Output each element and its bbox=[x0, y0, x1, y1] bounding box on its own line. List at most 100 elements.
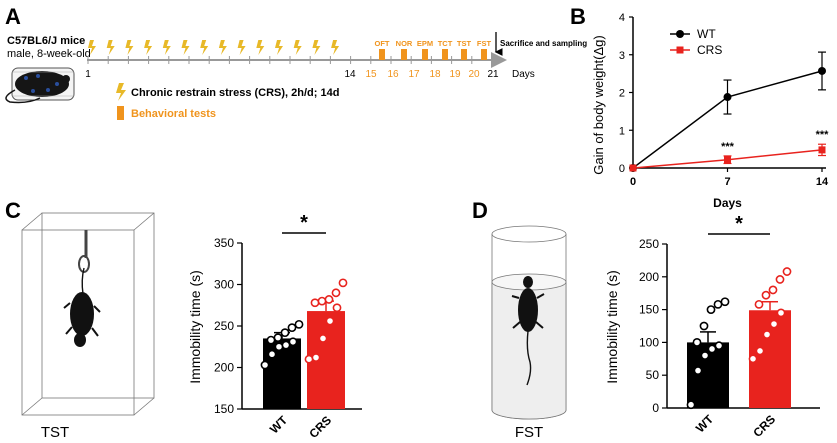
chart-d-point bbox=[714, 341, 724, 351]
day-label: 17 bbox=[408, 69, 420, 80]
chart-b-legend-crs-marker bbox=[676, 46, 684, 54]
day-label: 1 bbox=[85, 69, 91, 80]
panel-a: A C57BL6/J mice male, 8-week-old 1 14 15… bbox=[5, 4, 587, 120]
crs-bolt-icon bbox=[162, 40, 171, 55]
chart-b-xtick-label: 14 bbox=[816, 176, 829, 188]
chart-c-point bbox=[288, 337, 298, 347]
chart-d-ytick-label: 150 bbox=[639, 303, 659, 317]
chart-c-point bbox=[331, 288, 341, 298]
crs-bolt-icon bbox=[293, 40, 302, 55]
chart-d-ytick-label: 200 bbox=[639, 270, 659, 284]
day-label: 21 bbox=[487, 69, 499, 80]
chart-c-point bbox=[317, 296, 327, 306]
crs-bolt-icon bbox=[200, 40, 209, 55]
hanging-mouse-icon bbox=[63, 230, 101, 347]
panel-b: B Gain of body weight(Δg) 0 1 2 3 4 0 7 14 Days *… bbox=[570, 4, 829, 210]
crs-bolts bbox=[88, 40, 340, 55]
day-label: 16 bbox=[387, 69, 399, 80]
chart-b-significance: *** bbox=[721, 141, 735, 153]
panel-a-label: A bbox=[5, 4, 21, 29]
chart-c-ytick-label: 250 bbox=[214, 319, 234, 333]
chart-b: 0 1 2 3 4 0 7 14 Days *** *** WT CRS bbox=[619, 12, 829, 210]
panel-d: D FST Immobility time (s) 0 50 100 150 200 25… bbox=[472, 198, 820, 441]
legend-tests-label: Behavioral tests bbox=[131, 108, 216, 120]
tst-label: TST bbox=[41, 424, 69, 441]
chart-c-bar-wt bbox=[263, 338, 301, 409]
chart-c-ytick-label: 150 bbox=[214, 402, 234, 416]
chart-c-ytick-label: 300 bbox=[214, 278, 234, 292]
test-marker bbox=[401, 49, 407, 60]
chart-d-point bbox=[762, 330, 772, 339]
chart-b-ylabel: Gain of body weight(Δg) bbox=[591, 35, 606, 174]
test-label: OFT bbox=[375, 39, 390, 48]
chart-c-significance: * bbox=[300, 212, 308, 234]
chart-d-point bbox=[707, 344, 717, 354]
chart-d-bar-wt bbox=[687, 342, 729, 408]
chart-d-point bbox=[761, 290, 771, 300]
chart-b-point-crs bbox=[629, 164, 637, 172]
chart-c-point bbox=[273, 333, 283, 343]
chart-b-point-crs bbox=[818, 146, 826, 154]
chart-b-ytick-label: 2 bbox=[619, 88, 625, 100]
crs-bolt-icon bbox=[275, 40, 283, 55]
crs-bolt-icon bbox=[312, 40, 321, 55]
chart-d-point bbox=[755, 346, 765, 356]
chart-c-point bbox=[318, 334, 328, 343]
chart-d-ylabel: Immobility time (s) bbox=[604, 270, 620, 384]
chart-c-point bbox=[338, 278, 348, 288]
panel-b-label: B bbox=[570, 4, 586, 29]
day-label: 15 bbox=[365, 69, 377, 80]
day-label: 20 bbox=[468, 69, 480, 80]
timeline-ticks bbox=[87, 56, 493, 64]
tst-apparatus-icon bbox=[21, 212, 155, 416]
chart-c: 150 200 250 300 350 WT CRS * bbox=[214, 212, 362, 441]
chart-d-ytick-label: 100 bbox=[639, 335, 659, 349]
chart-c-point bbox=[310, 298, 320, 308]
test-marker bbox=[461, 49, 467, 60]
crs-bolt-icon bbox=[106, 40, 115, 55]
chart-c-point bbox=[281, 340, 291, 350]
chart-b-point-wt bbox=[818, 66, 826, 75]
chart-b-point-crs bbox=[724, 156, 731, 164]
crs-bolt-icon bbox=[218, 40, 227, 55]
sacrifice-label: Sacrifice and sampling bbox=[500, 39, 587, 48]
chart-b-legend-wt-marker bbox=[676, 30, 684, 38]
chart-d-point bbox=[706, 305, 716, 314]
chart-d-ytick-label: 0 bbox=[652, 401, 659, 415]
chart-d-point bbox=[700, 351, 710, 360]
chart-b-xtick-label: 0 bbox=[630, 176, 636, 188]
chart-c-xtick-label: WT bbox=[267, 413, 291, 437]
chart-b-ytick-label: 4 bbox=[619, 12, 625, 24]
chart-c-ytick-label: 200 bbox=[214, 361, 234, 375]
chart-d-point bbox=[748, 354, 758, 364]
test-label: TST bbox=[457, 39, 472, 48]
chart-c-xtick-label: CRS bbox=[306, 413, 334, 441]
chart-d-xtick-label: WT bbox=[693, 412, 717, 436]
test-marker bbox=[442, 49, 448, 60]
chart-c-ytick-label: 350 bbox=[214, 236, 234, 250]
chart-c-point bbox=[266, 335, 276, 345]
chart-c-point bbox=[274, 342, 284, 352]
chart-b-ytick-label: 0 bbox=[619, 163, 625, 175]
behavioral-test-markers bbox=[379, 49, 487, 60]
chart-d-point bbox=[782, 267, 792, 276]
restrainer-tube-icon bbox=[5, 67, 75, 104]
chart-b-legend-wt-label: WT bbox=[697, 27, 716, 41]
chart-c-point bbox=[332, 303, 342, 313]
crs-bolt-icon bbox=[256, 40, 265, 55]
chart-d-ytick-label: 250 bbox=[639, 237, 659, 251]
chart-c-point bbox=[324, 295, 334, 304]
days-axis-label: Days bbox=[512, 69, 535, 80]
chart-d-point bbox=[776, 308, 786, 318]
chart-d-point bbox=[775, 275, 785, 284]
crs-bolt-icon bbox=[237, 40, 246, 55]
legend-bolt-icon bbox=[116, 83, 126, 101]
crs-bolt-icon bbox=[144, 40, 153, 55]
crs-bolt-icon bbox=[125, 40, 134, 55]
chart-c-point bbox=[260, 360, 270, 370]
chart-d-point bbox=[769, 319, 779, 329]
day-label: 18 bbox=[429, 69, 441, 80]
chart-c-point bbox=[287, 323, 297, 333]
chart-d-point bbox=[686, 400, 696, 410]
